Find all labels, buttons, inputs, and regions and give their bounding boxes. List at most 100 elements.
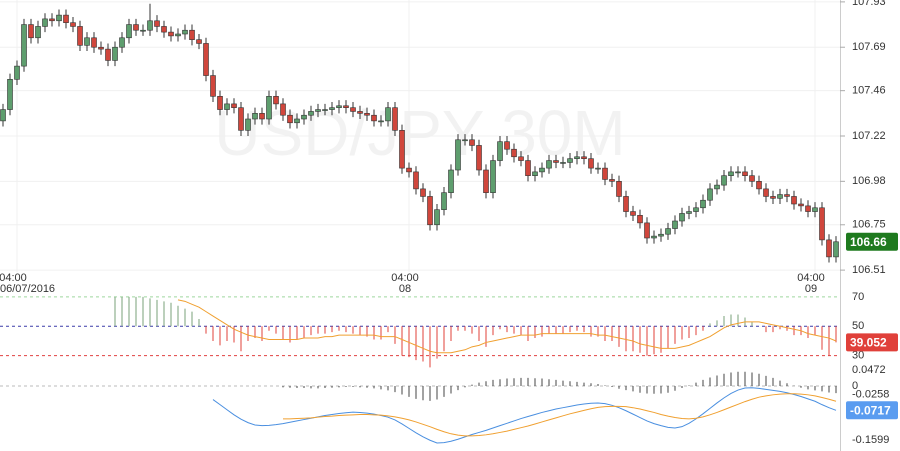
candle-body (14, 65, 20, 80)
candle-body (763, 188, 769, 197)
candle-body (343, 105, 349, 108)
candle-body (749, 175, 755, 182)
candle-body (700, 199, 706, 209)
candle-body (301, 114, 307, 120)
candle-body (91, 37, 97, 48)
candle-body (553, 160, 559, 163)
x-date-label: 08 (399, 283, 411, 295)
candle-body (833, 241, 839, 258)
candle-body (651, 235, 657, 239)
macd-signal-line (283, 393, 837, 437)
candle-body (462, 139, 468, 142)
candle-body (630, 211, 636, 216)
candle-body (826, 239, 832, 258)
candle-body (140, 29, 146, 32)
candle-body (693, 207, 699, 212)
candle-body (455, 139, 461, 171)
candle-body (371, 114, 377, 122)
candle-body (175, 33, 181, 37)
candle-body (413, 171, 419, 190)
y-tick-label: 107.93 (852, 0, 886, 8)
candle-body (784, 194, 790, 197)
candle-body (392, 107, 398, 131)
candle-body (434, 209, 440, 226)
candle-body (308, 111, 314, 116)
x-date-label: 09 (805, 283, 817, 295)
rsi-last-label: 39.052 (850, 336, 887, 350)
candle-body (133, 24, 139, 31)
candle-body (217, 96, 223, 110)
rsi-tick-label: 70 (852, 291, 864, 303)
candle-body (336, 105, 342, 108)
candle-body (791, 196, 797, 205)
candle-body (567, 158, 573, 163)
candle-body (518, 156, 524, 161)
candle-body (574, 156, 580, 159)
candle-body (637, 215, 643, 224)
candle-body (385, 107, 391, 122)
candle-body (539, 167, 545, 173)
candle-body (63, 14, 69, 23)
rsi-last-label-box (846, 333, 898, 352)
macd-tick-label: -0.0258 (852, 389, 889, 401)
candle-body (315, 109, 321, 112)
last-price-label: 106.66 (850, 235, 887, 249)
candle-body (735, 171, 741, 174)
candle-body (546, 160, 552, 169)
candle-body (154, 20, 160, 27)
candle-body (623, 196, 629, 212)
candle-body (266, 96, 272, 120)
candle-body (420, 188, 426, 197)
candle-body (476, 145, 482, 171)
x-tick-label: 04:00 (797, 272, 825, 284)
candle-body (98, 46, 104, 50)
candle-body (329, 107, 335, 110)
candle-body (259, 113, 265, 120)
candle-body (0, 109, 6, 122)
macd-tick-label: -0.1599 (852, 434, 889, 446)
candle-body (616, 181, 622, 197)
rsi-ma-line (177, 299, 837, 354)
candle-body (168, 31, 174, 37)
candle-body (728, 171, 734, 176)
candle-body (560, 162, 566, 164)
candle-body (294, 118, 300, 124)
candle-body (448, 169, 454, 193)
rsi-tick-label: 50 (852, 320, 864, 332)
candle-body (378, 120, 384, 123)
candle-body (322, 109, 328, 111)
candle-body (231, 103, 237, 108)
candle-body (469, 139, 475, 146)
last-price-label-box (846, 232, 898, 251)
candle-body (28, 24, 34, 39)
y-tick-label: 106.98 (852, 175, 886, 187)
candle-body (805, 205, 811, 212)
candle-body (182, 29, 188, 35)
candle-body (497, 141, 503, 161)
x-tick-label: 04:00 (391, 272, 419, 284)
candle-body (196, 39, 202, 44)
y-tick-label: 107.69 (852, 41, 886, 53)
candle-body (798, 203, 804, 207)
candle-body (658, 233, 664, 237)
candle-body (7, 79, 13, 110)
candle-body (742, 171, 748, 176)
candle-body (714, 184, 720, 190)
candle-body (119, 37, 125, 48)
candle-body (238, 107, 244, 131)
candle-body (210, 75, 216, 97)
candle-body (21, 24, 27, 67)
candle-body (224, 103, 230, 110)
candle-body (721, 175, 727, 186)
candle-body (189, 29, 195, 40)
candle-body (70, 22, 76, 27)
candle-body (126, 24, 132, 39)
candle-body (770, 196, 776, 199)
candle-body (756, 181, 762, 190)
candle-body (441, 192, 447, 210)
candle-body (686, 211, 692, 214)
candle-body (707, 188, 713, 201)
y-tick-label: 107.22 (852, 130, 886, 142)
candle-body (406, 167, 412, 173)
candle-body (532, 171, 538, 176)
